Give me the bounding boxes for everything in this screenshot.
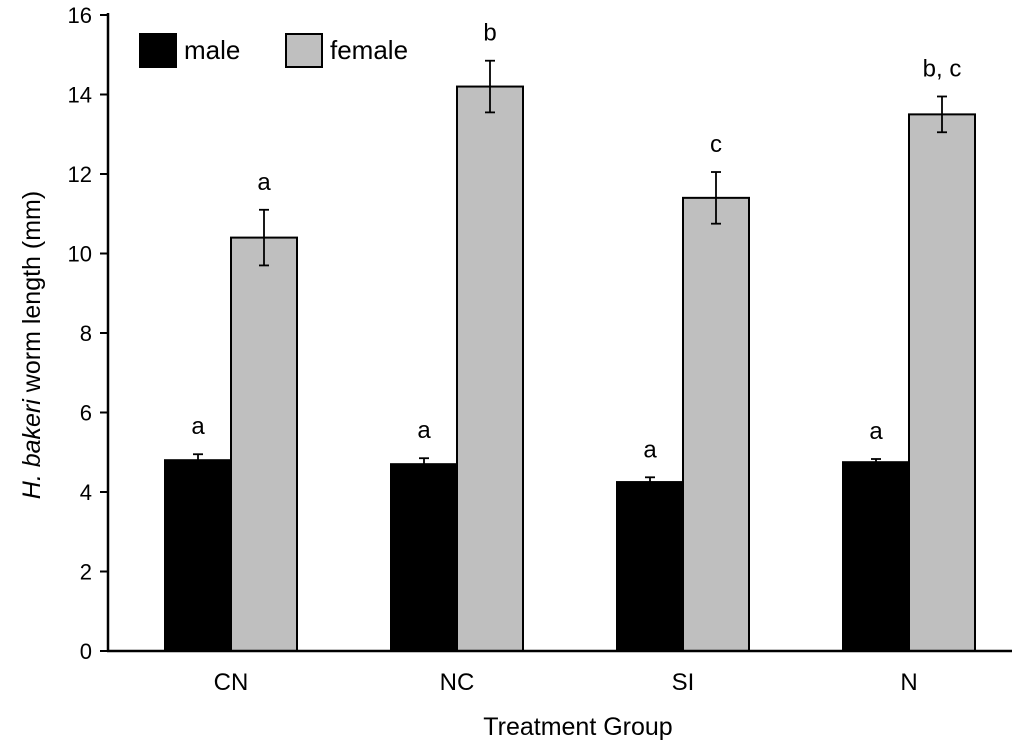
significance-label-male-si: a — [643, 436, 657, 463]
x-tick-label-si: SI — [672, 669, 695, 696]
legend-swatch-male — [139, 33, 177, 68]
bar-female-cn — [230, 236, 298, 652]
y-tick-label-8: 8 — [80, 321, 92, 346]
significance-label-male-n: a — [869, 418, 883, 445]
bar-female-nc — [456, 85, 524, 653]
bar-male-n — [842, 461, 910, 652]
legend-label-male: male — [184, 35, 240, 65]
bar-female-n — [908, 113, 976, 652]
significance-label-female-cn: a — [257, 169, 271, 196]
y-axis-title: H. bakeri worm length (mm) — [18, 191, 46, 499]
y-tick-label-0: 0 — [80, 639, 92, 664]
y-tick-label-16: 16 — [68, 3, 92, 28]
legend-label-female: female — [330, 35, 408, 65]
bar-female-si — [682, 196, 750, 652]
axis-layer: CN NC SI N — [106, 13, 1012, 696]
significance-label-female-nc: b — [483, 20, 496, 47]
significance-label-female-si: c — [710, 131, 722, 158]
y-tick-label-14: 14 — [68, 83, 92, 108]
significance-label-male-nc: a — [417, 417, 431, 444]
y-tick-layer: 0 2 4 6 8 10 12 14 16 — [68, 3, 108, 664]
x-tick-label-nc: NC — [440, 669, 475, 696]
y-tick-label-2: 2 — [80, 560, 92, 585]
x-axis-title: Treatment Group — [483, 713, 672, 741]
x-tick-label-n: N — [900, 669, 917, 696]
y-tick-label-10: 10 — [68, 242, 92, 267]
y-axis-title-rest: worm length (mm) — [18, 191, 46, 399]
x-tick-label-cn: CN — [214, 669, 249, 696]
bar-male-cn — [164, 459, 232, 653]
legend-swatch-female — [285, 33, 323, 68]
bar-layer: a a a b a c a b, c — [164, 20, 976, 653]
bar-male-nc — [390, 463, 458, 652]
significance-label-male-cn: a — [191, 413, 205, 440]
y-tick-label-6: 6 — [80, 401, 92, 426]
significance-label-female-n: b, c — [923, 55, 962, 82]
legend: male female — [139, 33, 408, 68]
y-axis-title-italic: H. bakeri — [18, 398, 46, 499]
y-tick-label-12: 12 — [68, 162, 92, 187]
y-tick-label-4: 4 — [80, 480, 92, 505]
bar-male-si — [616, 481, 684, 652]
